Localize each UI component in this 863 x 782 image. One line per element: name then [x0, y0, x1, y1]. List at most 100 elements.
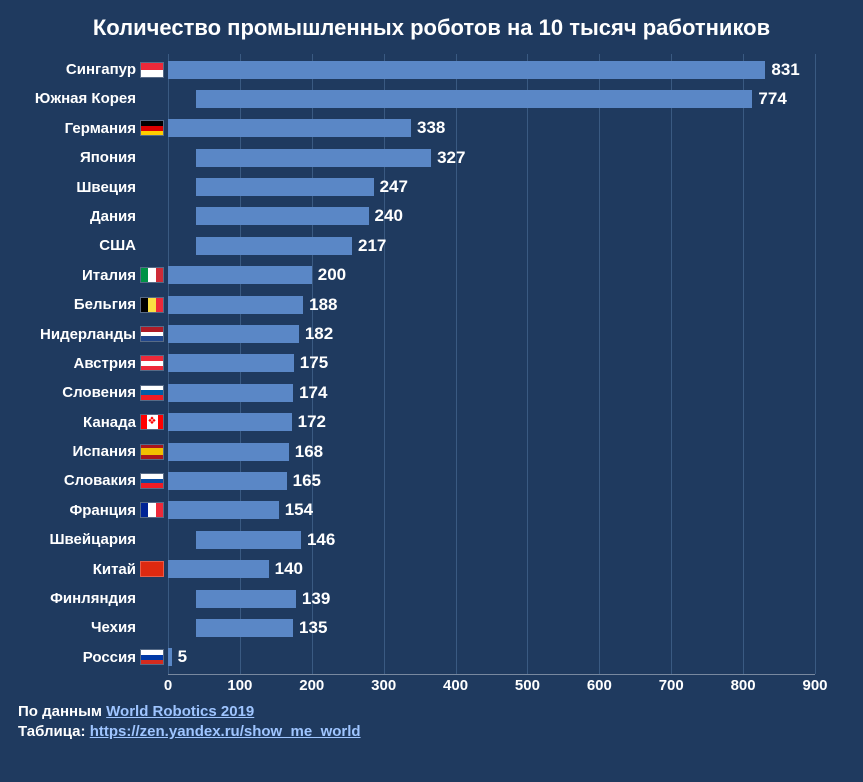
- bar: 200: [168, 266, 312, 284]
- bar-row: Нидерланды182: [168, 324, 815, 344]
- bar-row: Финляндия139: [168, 589, 815, 609]
- bar: 154: [168, 501, 279, 519]
- bar: 338: [168, 119, 411, 137]
- country-flag-icon: [140, 473, 164, 489]
- bar-value-label: 146: [307, 530, 335, 550]
- footer-table-prefix: Таблица:: [18, 723, 90, 740]
- bar-row: Словакия165: [168, 471, 815, 491]
- country-label: Китай: [93, 561, 136, 578]
- bar: 240: [196, 207, 369, 225]
- bar: 140: [168, 560, 269, 578]
- country-flag-icon: [140, 267, 164, 283]
- footer-table-link[interactable]: https://zen.yandex.ru/show_me_world: [90, 723, 361, 740]
- bar-row: Канада❖172: [168, 412, 815, 432]
- country-flag-icon: [140, 355, 164, 371]
- country-label: Сингапур: [66, 61, 136, 78]
- country-flag-icon: [140, 561, 164, 577]
- bar-value-label: 200: [318, 265, 346, 285]
- bar-value-label: 338: [417, 118, 445, 138]
- country-flag-icon: [140, 385, 164, 401]
- footer-source-prefix: По данным: [18, 703, 106, 720]
- bar-row: Чехия135: [168, 618, 815, 638]
- x-axis: 0100200300400500600700800900: [168, 674, 815, 698]
- bar-value-label: 172: [298, 412, 326, 432]
- bar-value-label: 139: [302, 589, 330, 609]
- x-tick-label: 900: [802, 677, 827, 694]
- country-flag-icon: [140, 120, 164, 136]
- bar: 217: [196, 237, 352, 255]
- x-tick-label: 700: [659, 677, 684, 694]
- bar-value-label: 140: [275, 559, 303, 579]
- bar: 5: [168, 648, 172, 666]
- bar-row: Дания240: [168, 206, 815, 226]
- bar-value-label: 154: [285, 500, 313, 520]
- bar-value-label: 174: [299, 383, 327, 403]
- country-label: Южная Корея: [35, 90, 136, 107]
- country-flag-icon: [140, 502, 164, 518]
- bar-value-label: 188: [309, 295, 337, 315]
- bar-value-label: 327: [437, 148, 465, 168]
- bar: 188: [168, 296, 303, 314]
- country-flag-icon: [140, 62, 164, 78]
- plot-area: Сингапур831Южная Корея774Германия338Япон…: [168, 54, 815, 674]
- bar: 182: [168, 325, 299, 343]
- bar-value-label: 217: [358, 236, 386, 256]
- country-label: Испания: [72, 443, 136, 460]
- bar: 165: [168, 472, 287, 490]
- bar-value-label: 831: [771, 60, 799, 80]
- country-label: Австрия: [73, 355, 136, 372]
- country-label: Нидерланды: [40, 326, 136, 343]
- country-label: Дания: [90, 208, 136, 225]
- bar-row: Испания168: [168, 442, 815, 462]
- bar-row: Италия200: [168, 265, 815, 285]
- bar-row: Австрия175: [168, 353, 815, 373]
- country-flag-icon: [140, 326, 164, 342]
- chart-container: Количество промышленных роботов на 10 ты…: [0, 0, 863, 782]
- bar-row: Франция154: [168, 500, 815, 520]
- bar-row: Бельгия188: [168, 295, 815, 315]
- bar-row: США217: [168, 236, 815, 256]
- bar: 774: [196, 90, 752, 108]
- country-label: Словакия: [64, 472, 136, 489]
- country-label: Италия: [82, 267, 136, 284]
- country-label: Финляндия: [50, 590, 136, 607]
- bars-group: Сингапур831Южная Корея774Германия338Япон…: [168, 60, 815, 668]
- bar: 146: [196, 531, 301, 549]
- bar-value-label: 175: [300, 353, 328, 373]
- country-label: Франция: [69, 502, 136, 519]
- country-label: Чехия: [91, 619, 136, 636]
- country-label: Бельгия: [74, 296, 136, 313]
- bar: 174: [168, 384, 293, 402]
- country-flag-icon: [140, 297, 164, 313]
- bar-row: Швеция247: [168, 177, 815, 197]
- x-tick-label: 500: [515, 677, 540, 694]
- country-label: Россия: [83, 649, 136, 666]
- country-label: Германия: [65, 120, 136, 137]
- gridline: [815, 54, 816, 674]
- bar-value-label: 182: [305, 324, 333, 344]
- x-tick-label: 300: [371, 677, 396, 694]
- bar-value-label: 168: [295, 442, 323, 462]
- country-label: Канада: [83, 414, 136, 431]
- bar-row: Россия5: [168, 647, 815, 667]
- country-label: Словения: [62, 384, 136, 401]
- bar: 327: [196, 149, 431, 167]
- bar: 168: [168, 443, 289, 461]
- country-label: Швеция: [76, 179, 136, 196]
- country-flag-icon: [140, 444, 164, 460]
- bar-value-label: 165: [293, 471, 321, 491]
- footer-source-link[interactable]: World Robotics 2019: [106, 703, 254, 720]
- bar-value-label: 240: [375, 206, 403, 226]
- x-tick-label: 200: [299, 677, 324, 694]
- x-tick-label: 600: [587, 677, 612, 694]
- bar-row: Китай140: [168, 559, 815, 579]
- bar: 172: [168, 413, 292, 431]
- x-tick-label: 0: [164, 677, 172, 694]
- bar-value-label: 774: [758, 89, 786, 109]
- country-label: Швейцария: [49, 531, 136, 548]
- x-tick-label: 800: [731, 677, 756, 694]
- bar-value-label: 247: [380, 177, 408, 197]
- bar: 247: [196, 178, 374, 196]
- country-flag-icon: [140, 649, 164, 665]
- country-flag-icon: ❖: [140, 414, 164, 430]
